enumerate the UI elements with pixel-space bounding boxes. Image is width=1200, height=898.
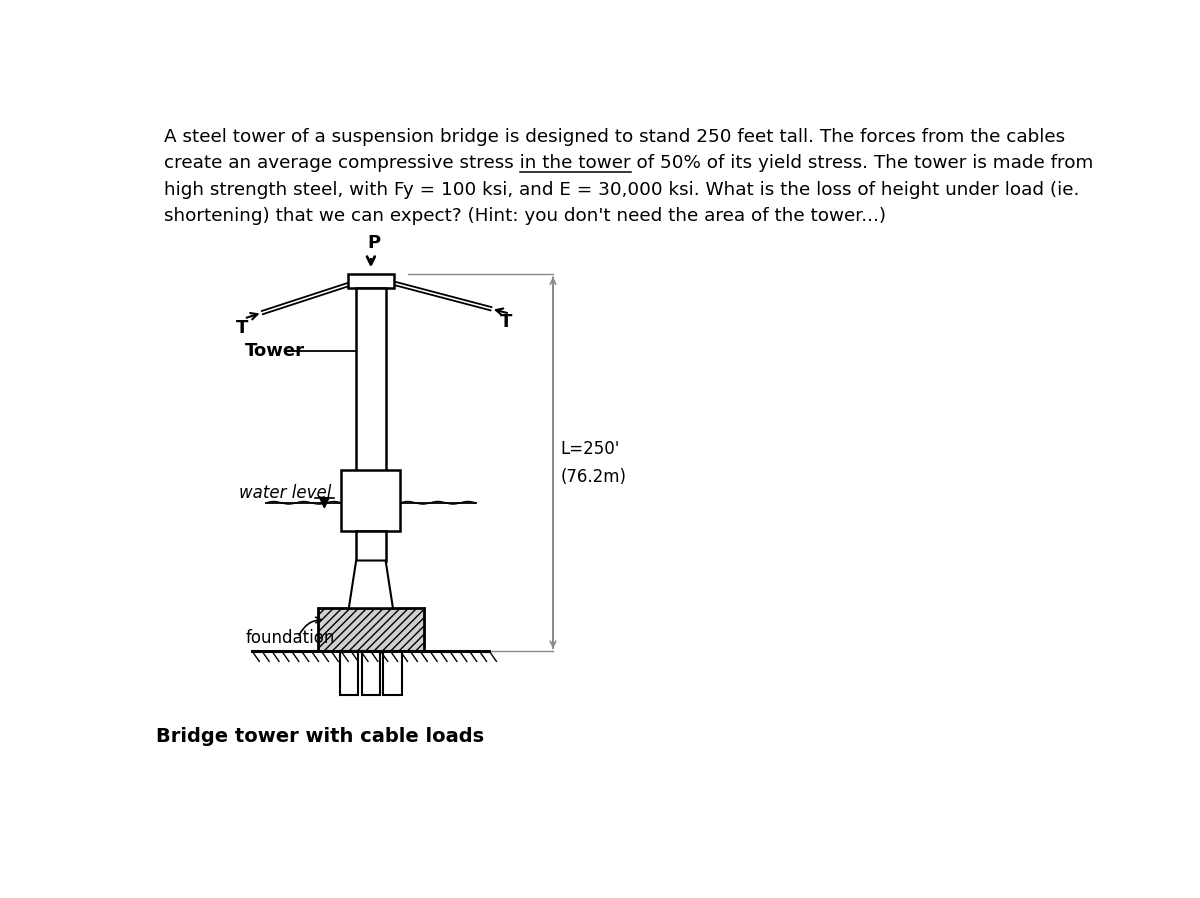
- Text: L=250': L=250': [560, 440, 620, 458]
- Bar: [383, 651, 402, 695]
- Text: shortening) that we can expect? (Hint: you don't need the area of the tower...): shortening) that we can expect? (Hint: y…: [164, 207, 886, 225]
- Bar: [356, 532, 385, 560]
- Text: foundation: foundation: [245, 629, 335, 647]
- Polygon shape: [319, 497, 329, 507]
- Bar: [318, 608, 424, 651]
- Text: Bridge tower with cable loads: Bridge tower with cable loads: [156, 726, 485, 745]
- Bar: [342, 470, 401, 532]
- Bar: [340, 651, 359, 695]
- Text: T: T: [236, 319, 248, 337]
- Text: water level: water level: [239, 483, 331, 501]
- Bar: [356, 288, 385, 474]
- Text: high strength steel, with Fy = 100 ksi, and E = 30,000 ksi. What is the loss of : high strength steel, with Fy = 100 ksi, …: [164, 180, 1079, 199]
- Bar: [318, 608, 424, 651]
- Bar: [361, 651, 380, 695]
- Text: A steel tower of a suspension bridge is designed to stand 250 feet tall. The for: A steel tower of a suspension bridge is …: [164, 128, 1066, 145]
- Text: Tower: Tower: [245, 342, 305, 360]
- Text: (76.2m): (76.2m): [560, 468, 626, 486]
- Text: T: T: [500, 313, 512, 330]
- Text: create an average compressive stress in the tower of 50% of its yield stress. Th: create an average compressive stress in …: [164, 154, 1093, 172]
- Text: P: P: [367, 233, 380, 251]
- Bar: [348, 274, 394, 288]
- Polygon shape: [349, 560, 392, 608]
